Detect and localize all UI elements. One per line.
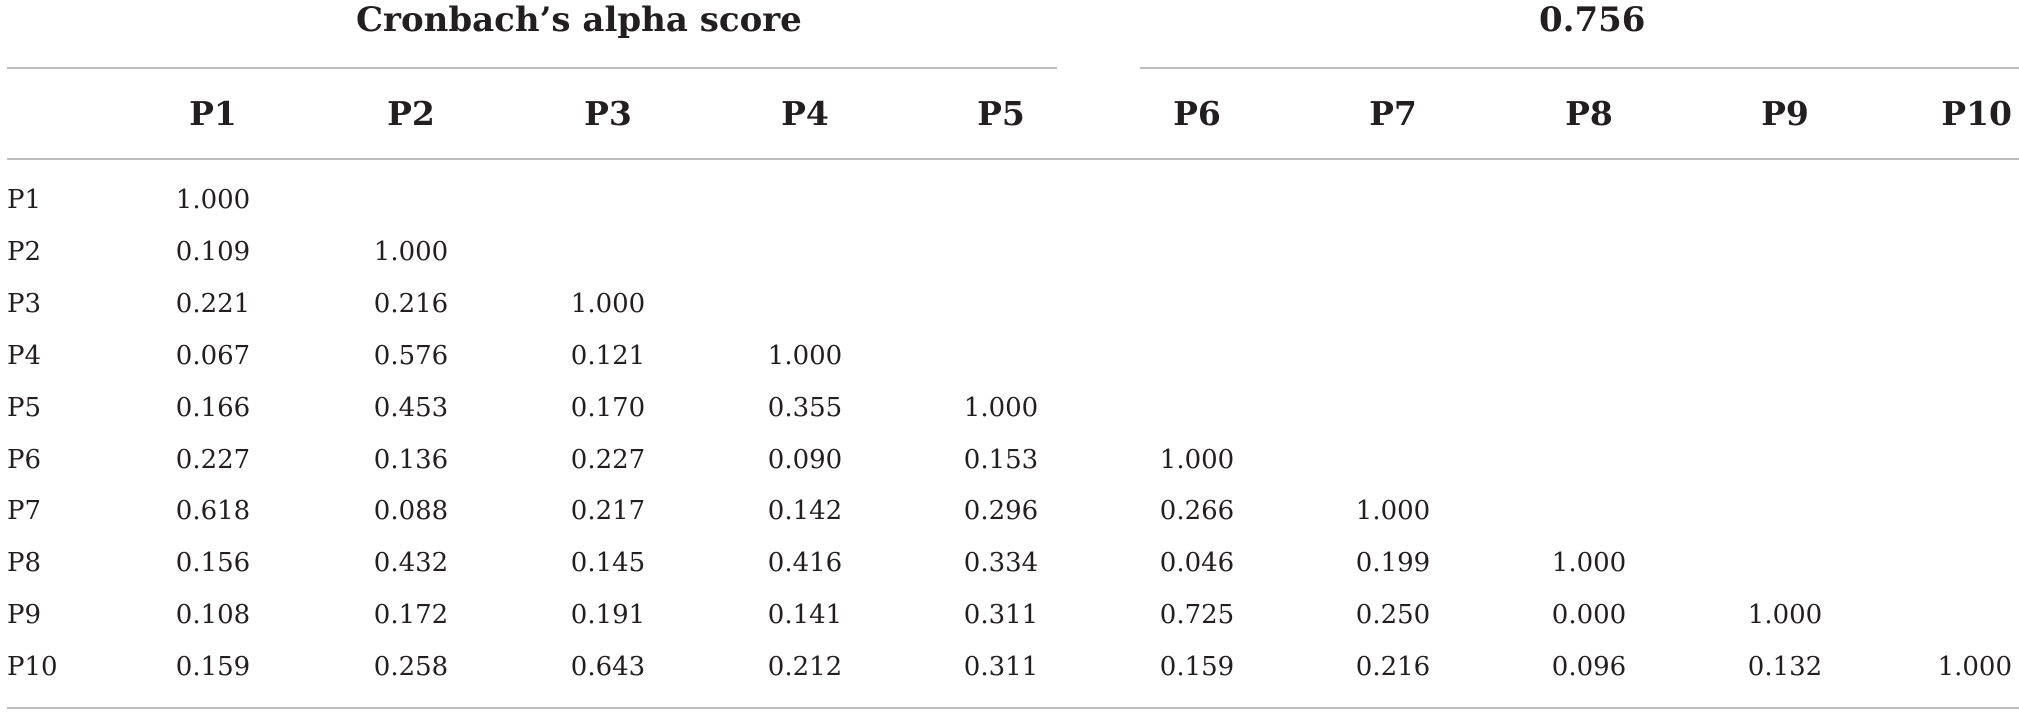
table-cell: 1.000 [175, 185, 251, 215]
table-cell: 1.000 [963, 392, 1039, 423]
column-header: P4 [781, 94, 829, 133]
table-cell: 0.216 [1355, 652, 1431, 683]
column-header: P10 [1941, 94, 2012, 133]
table-cell: 1.000 [570, 288, 646, 319]
table-cell: 0.355 [767, 392, 843, 423]
table-cell: 0.159 [1159, 652, 1235, 683]
table-cell: 1.000 [1937, 652, 2012, 683]
table-cell: 1.000 [1355, 496, 1431, 527]
bottom-rule [7, 707, 2019, 709]
row-label: P10 [7, 652, 58, 683]
table-cell: 0.090 [767, 444, 843, 475]
table-cell: 0.618 [175, 496, 251, 527]
row-label: P1 [7, 185, 42, 215]
row-label: P5 [7, 392, 42, 423]
row-label: P7 [7, 496, 42, 527]
table-cell: 1.000 [1159, 444, 1235, 475]
column-header: P6 [1173, 94, 1221, 133]
row-label: P8 [7, 548, 42, 579]
table-title: Cronbach’s alpha score [356, 0, 802, 40]
table-cell: 0.156 [175, 548, 251, 579]
table-cell: 0.296 [963, 496, 1039, 527]
table-cell: 0.258 [373, 652, 449, 683]
column-header: P1 [189, 94, 237, 133]
table-cell: 0.217 [570, 496, 646, 527]
table-cell: 0.166 [175, 392, 251, 423]
table-cell: 0.725 [1159, 600, 1235, 631]
table-cell: 0.121 [570, 340, 646, 371]
table-cell: 0.000 [1551, 600, 1627, 631]
table-cell: 0.136 [373, 444, 449, 475]
table-cell: 0.643 [570, 652, 646, 683]
column-header: P7 [1369, 94, 1417, 133]
row-label: P6 [7, 444, 42, 475]
table-cell: 1.000 [373, 236, 449, 267]
table-cell: 0.334 [963, 548, 1039, 579]
table-cell: 0.153 [963, 444, 1039, 475]
table-cell: 0.109 [175, 236, 251, 267]
table-cell: 0.212 [767, 652, 843, 683]
title-divider-right [1140, 67, 2019, 69]
table-cell: 0.088 [373, 496, 449, 527]
column-header: P8 [1565, 94, 1613, 133]
table-cell: 0.172 [373, 600, 449, 631]
table-cell: 0.046 [1159, 548, 1235, 579]
table-cell: 0.227 [570, 444, 646, 475]
table-cell: 1.000 [1747, 600, 1823, 631]
table-cell: 0.576 [373, 340, 449, 371]
header-divider [7, 158, 2019, 160]
table-cell: 0.227 [175, 444, 251, 475]
table-cell: 1.000 [767, 340, 843, 371]
table-cell: 0.145 [570, 548, 646, 579]
table-cell: 0.432 [373, 548, 449, 579]
table-cell: 0.453 [373, 392, 449, 423]
table-cell: 0.266 [1159, 496, 1235, 527]
table-cell: 0.311 [963, 600, 1039, 631]
table-cell: 0.191 [570, 600, 646, 631]
table-cell: 1.000 [1551, 548, 1627, 579]
table-cell: 0.250 [1355, 600, 1431, 631]
table-cell: 0.159 [175, 652, 251, 683]
table-cell: 0.311 [963, 652, 1039, 683]
table-cell: 0.142 [767, 496, 843, 527]
table-cell: 0.096 [1551, 652, 1627, 683]
row-label: P2 [7, 236, 42, 267]
table-cell: 0.416 [767, 548, 843, 579]
alpha-value: 0.756 [1539, 0, 1646, 40]
column-header: P5 [977, 94, 1025, 133]
table-cell: 0.141 [767, 600, 843, 631]
table-cell: 0.067 [175, 340, 251, 371]
column-header: P9 [1761, 94, 1809, 133]
column-header: P2 [387, 94, 435, 133]
table-cell: 0.216 [373, 288, 449, 319]
table-cell: 0.221 [175, 288, 251, 319]
table-cell: 0.108 [175, 600, 251, 631]
column-header: P3 [584, 94, 632, 133]
table-cell: 0.199 [1355, 548, 1431, 579]
title-divider-left [7, 67, 1057, 69]
row-label: P4 [7, 340, 42, 371]
table-cell: 0.132 [1747, 652, 1823, 683]
table-cell: 0.170 [570, 392, 646, 423]
row-label: P9 [7, 600, 42, 631]
row-label: P3 [7, 288, 42, 319]
